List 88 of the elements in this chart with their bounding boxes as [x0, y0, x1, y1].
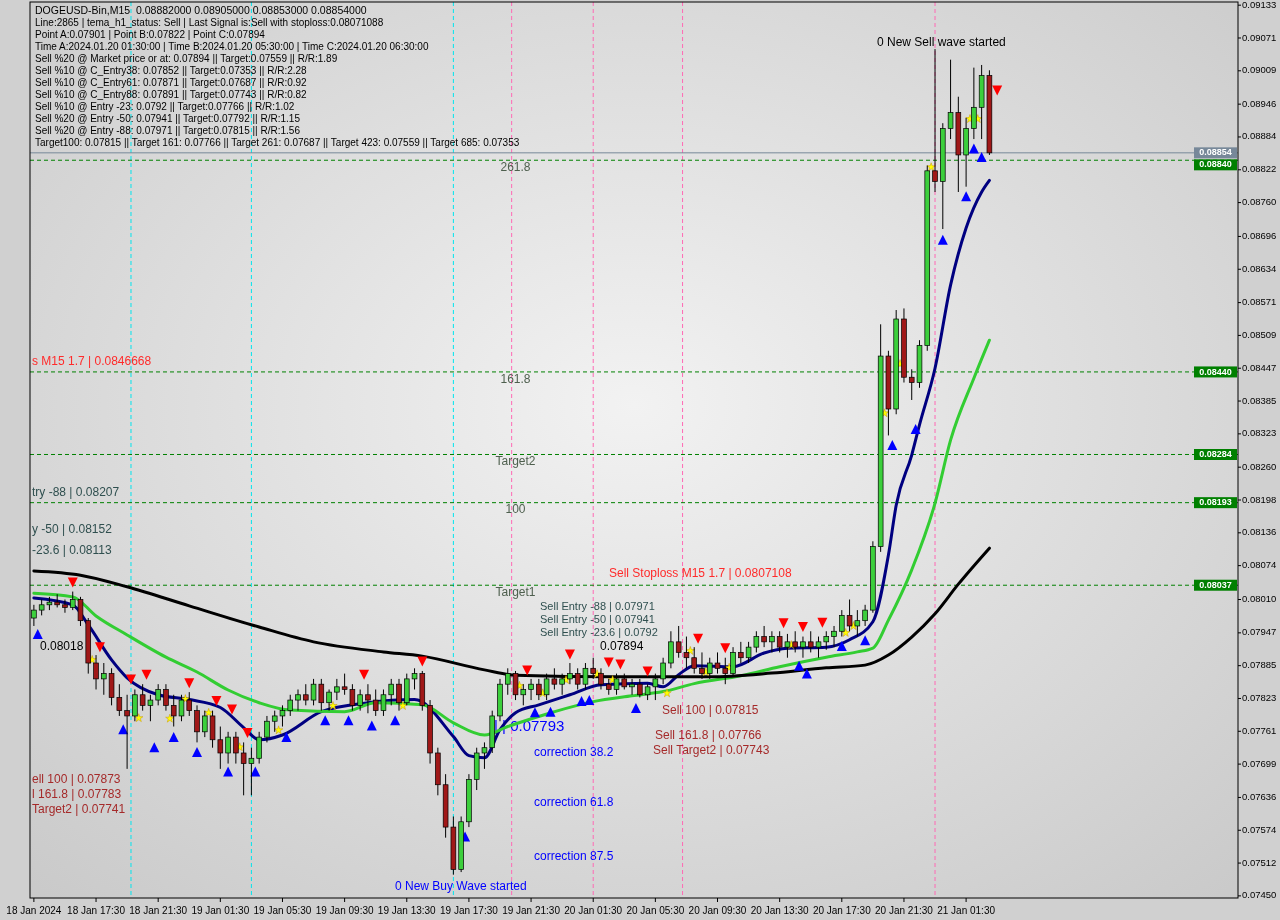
annotation: 0.08018 [40, 639, 84, 654]
y-tick-label: 0.07699 [1242, 757, 1277, 769]
y-tick-label: 0.08198 [1242, 493, 1277, 505]
y-tick-label: 0.08946 [1242, 97, 1277, 109]
y-tick-label: 0.08884 [1242, 130, 1277, 142]
x-tick-label: 19 Jan 17:30 [440, 904, 499, 916]
y-tick-label: 0.07947 [1242, 626, 1277, 638]
y-tick-label: 0.08634 [1242, 262, 1277, 274]
annotation: 0 New Buy Wave started [395, 879, 527, 894]
ref-line-label: 0.08284 [1199, 449, 1232, 460]
x-tick-label: 20 Jan 13:30 [750, 904, 810, 916]
y-tick-label: 0.08571 [1242, 296, 1277, 308]
annotation: Sell %10 @ C_Entry38: 0.07852 || Target:0.07353 || R/R:2.28 [35, 64, 308, 76]
ref-line-label: 0.08037 [1199, 579, 1232, 590]
ref-line-label: 0.08854 [1199, 147, 1232, 158]
y-tick-label: 0.08010 [1242, 593, 1277, 605]
x-tick-label: 20 Jan 17:30 [812, 904, 872, 916]
x-tick-label: 21 Jan 01:30 [937, 904, 996, 916]
annotation: Sell Stoploss M15 1.7 | 0.0807108 [609, 566, 792, 581]
x-tick-label: 18 Jan 2024 [6, 904, 62, 916]
annotation: -23.6 | 0.08113 [32, 543, 112, 558]
y-tick-label: 0.07885 [1242, 659, 1277, 671]
y-tick-label: 0.08447 [1242, 361, 1277, 373]
annotation: Sell Entry -50 | 0.07941 [540, 612, 655, 625]
y-tick-label: 0.08074 [1242, 559, 1277, 571]
x-tick-label: 19 Jan 21:30 [502, 904, 561, 916]
annotation: Sell Entry -23.6 | 0.0792 [540, 625, 658, 638]
y-tick-label: 0.08385 [1242, 394, 1277, 406]
annotation: Sell %10 @ Entry -23: 0.0792 || Target:0.07766 || R/R:1.02 [35, 100, 295, 112]
annotation: 0 New Sell wave started [877, 35, 1006, 50]
annotation: 100 [505, 502, 526, 517]
annotation: Point A:0.07901 | Point B:0.07822 | Point C:0.07894 [35, 28, 266, 40]
y-tick-label: 0.08509 [1242, 328, 1277, 340]
annotation: Time A:2024.01.20 01:30:00 | Time B:2024.01.20 05:30:00 | Time C:2024.01.20 06:30:00 [35, 40, 429, 52]
annotation: Sell 161.8 | 0.07766 [655, 728, 762, 743]
ref-line-label: 0.08840 [1199, 159, 1232, 170]
annotation: ell 100 | 0.07873 [32, 772, 121, 787]
annotation: Target2 | 0.07741 [32, 802, 126, 817]
y-tick-label: 0.08760 [1242, 196, 1277, 208]
y-tick-label: 0.08696 [1242, 229, 1277, 241]
annotation: Target2 [495, 454, 536, 469]
y-tick-label: 0.07450 [1242, 889, 1277, 901]
annotation: correction 38.2 [534, 745, 614, 760]
x-tick-label: 19 Jan 13:30 [377, 904, 437, 916]
y-tick-label: 0.07574 [1242, 823, 1277, 835]
annotation: correction 87.5 [534, 849, 614, 864]
annotation: s M15 1.7 | 0.0846668 [32, 354, 152, 369]
ref-line-label: 0.08440 [1199, 366, 1232, 377]
y-tick-label: 0.09009 [1242, 64, 1277, 76]
y-tick-label: 0.07761 [1242, 724, 1277, 736]
x-tick-label: 20 Jan 21:30 [875, 904, 934, 916]
x-tick-label: 19 Jan 05:30 [253, 904, 312, 916]
y-tick-label: 0.07512 [1242, 856, 1277, 868]
x-tick-label: 20 Jan 09:30 [688, 904, 747, 916]
annotation: correction 61.8 [534, 795, 614, 810]
y-tick-label: 0.09071 [1242, 31, 1277, 43]
annotation: Sell 100 | 0.07815 [662, 703, 759, 718]
x-tick-label: 18 Jan 17:30 [67, 904, 126, 916]
annotation: 261.8 [500, 160, 531, 175]
annotation: Target1 [495, 585, 536, 600]
y-tick-label: 0.08822 [1242, 163, 1277, 175]
x-tick-label: 20 Jan 05:30 [626, 904, 685, 916]
chart-title: DOGEUSD-Bin,M15 0.08882000 0.08905000 0.08853000 0.08854000 [35, 3, 367, 16]
annotation: 0.07894 [600, 639, 644, 654]
x-tick-label: 20 Jan 01:30 [564, 904, 623, 916]
annotation: Target100: 0.07815 || Target 161: 0.07766 || Target 261: 0.07687 || Target 423: 0.07559 || Target 685: 0.07353 [35, 136, 520, 148]
y-tick-label: 0.08323 [1242, 427, 1277, 439]
x-tick-label: 18 Jan 21:30 [129, 904, 188, 916]
x-tick-label: 19 Jan 01:30 [191, 904, 250, 916]
y-tick-label: 0.09133 [1242, 0, 1277, 10]
annotation: l 161.8 | 0.07783 [32, 787, 122, 802]
annotation: 161.8 [500, 371, 531, 386]
annotation: Sell %10 @ C_Entry88: 0.07891 || Target:0.07743 || R/R:0.82 [35, 88, 308, 100]
annotation: Sell %20 @ Entry -88: 0.07971 || Target:0.07815 || R/R:1.56 [35, 124, 301, 136]
x-tick-label: 19 Jan 09:30 [315, 904, 374, 916]
y-tick-label: 0.08136 [1242, 526, 1277, 538]
annotation: Line:2865 | tema_h1_status: Sell | Last Signal is:Sell with stoploss:0.08071088 [35, 16, 384, 28]
y-tick-label: 0.08260 [1242, 460, 1277, 472]
annotation: Sell Target2 | 0.07743 [653, 743, 770, 758]
annotation: Sell %20 @ Market price or at: 0.07894 || Target:0.07559 || R/R:1.89 [35, 52, 338, 64]
annotation: try -88 | 0.08207 [32, 485, 120, 500]
ref-line-label: 0.08193 [1199, 497, 1232, 508]
y-tick-label: 0.07636 [1242, 790, 1277, 802]
annotation: y -50 | 0.08152 [32, 522, 113, 537]
annotation: Sell %20 @ Entry -50: 0.07941 || Target:0.07792 || R/R:1.15 [35, 112, 301, 124]
annotation: Sell %10 @ C_Entry61: 0.07871 || Target:0.07687 || R/R:0.92 [35, 76, 308, 88]
annotation: Sell Entry -88 | 0.07971 [540, 599, 655, 612]
y-tick-label: 0.07823 [1242, 691, 1277, 703]
